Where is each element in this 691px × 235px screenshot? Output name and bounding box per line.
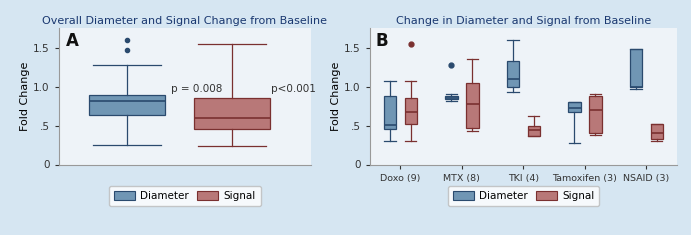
Legend: Diameter, Signal: Diameter, Signal [109, 186, 261, 207]
Bar [194, 98, 270, 129]
Text: p = 0.008: p = 0.008 [171, 84, 223, 94]
Text: A: A [66, 32, 79, 50]
Bar [651, 124, 663, 139]
Y-axis label: Fold Change: Fold Change [20, 62, 30, 131]
Y-axis label: Fold Change: Fold Change [331, 62, 341, 131]
Bar [528, 125, 540, 137]
Bar [630, 49, 642, 87]
Legend: Diameter, Signal: Diameter, Signal [448, 186, 599, 207]
Bar [568, 102, 580, 112]
Bar [589, 96, 602, 133]
Bar [405, 98, 417, 124]
Title: Change in Diameter and Signal from Baseline: Change in Diameter and Signal from Basel… [396, 16, 651, 26]
Bar [89, 95, 165, 115]
Title: Overall Diameter and Signal Change from Baseline: Overall Diameter and Signal Change from … [42, 16, 328, 26]
Text: p<0.001: p<0.001 [271, 84, 316, 94]
Bar [507, 61, 519, 87]
Bar [466, 83, 479, 128]
Text: B: B [376, 32, 388, 50]
Bar [384, 96, 396, 129]
Bar [445, 96, 457, 99]
